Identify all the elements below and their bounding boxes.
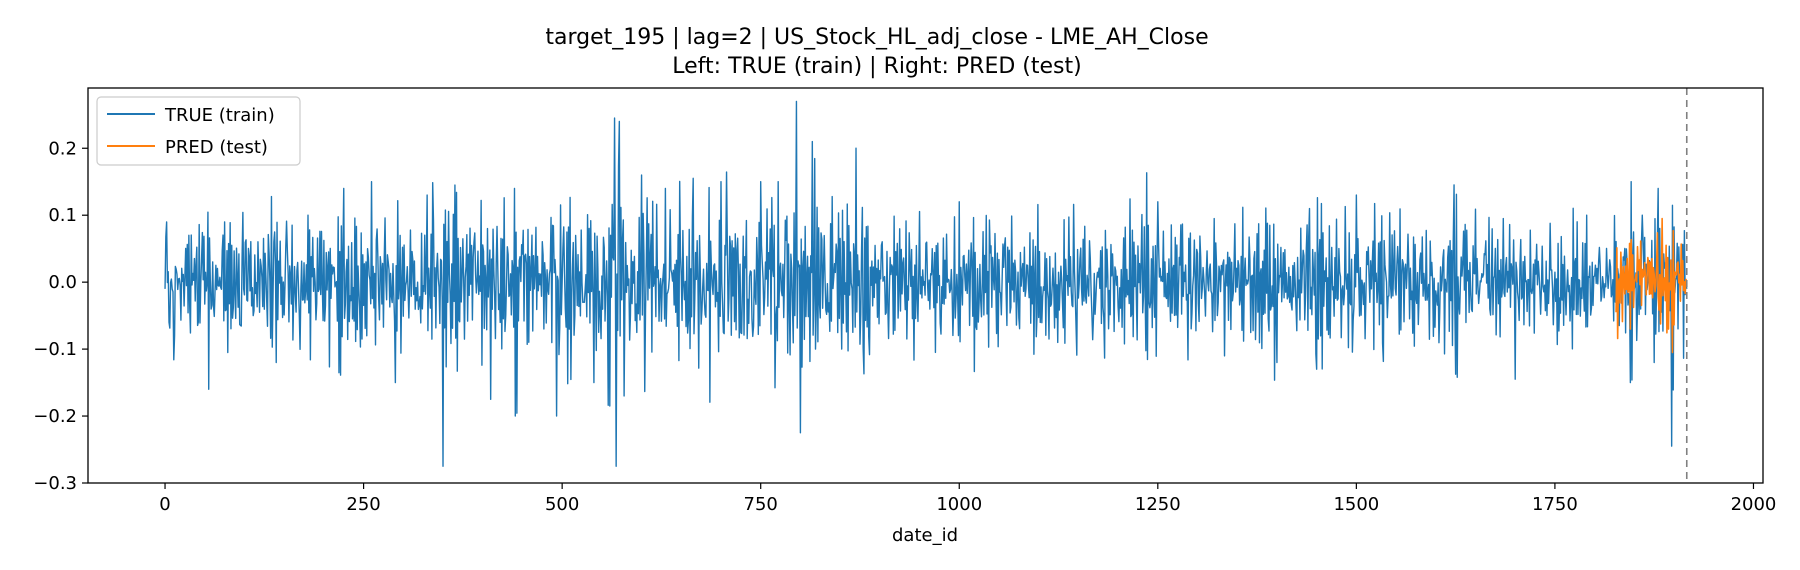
y-tick-label: −0.2 [33, 406, 77, 427]
x-tick-label: 500 [545, 494, 579, 515]
x-tick-label: 1250 [1135, 494, 1181, 515]
y-tick-label: 0.2 [48, 138, 77, 159]
legend-label-true: TRUE (train) [164, 105, 275, 126]
y-tick-label: −0.3 [33, 473, 77, 494]
y-axis: −0.3 −0.2 −0.1 0.0 0.1 0.2 [33, 138, 88, 494]
series-layer [164, 100, 1688, 467]
legend-label-pred: PRED (test) [165, 137, 268, 158]
x-axis: 0 250 500 750 1000 1250 1500 1750 2000 [159, 483, 1776, 515]
chart-title: target_195 | lag=2 | US_Stock_HL_adj_clo… [545, 25, 1208, 50]
x-tick-label: 1000 [936, 494, 982, 515]
x-tick-label: 750 [744, 494, 778, 515]
series-line-pred [1615, 217, 1688, 354]
x-tick-label: 1500 [1333, 494, 1379, 515]
y-tick-label: −0.1 [33, 339, 77, 360]
plot-area [87, 87, 1764, 484]
series-line-true [164, 100, 1688, 467]
chart-subtitle: Left: TRUE (train) | Right: PRED (test) [672, 54, 1081, 79]
x-tick-label: 0 [159, 494, 170, 515]
x-tick-label: 250 [346, 494, 380, 515]
y-tick-label: 0.0 [48, 272, 77, 293]
x-tick-label: 2000 [1731, 494, 1777, 515]
x-axis-label: date_id [892, 525, 958, 546]
legend: TRUE (train) PRED (test) [96, 96, 301, 166]
plot-frame [87, 87, 1764, 484]
x-tick-label: 1750 [1532, 494, 1578, 515]
y-tick-label: 0.1 [48, 205, 77, 226]
